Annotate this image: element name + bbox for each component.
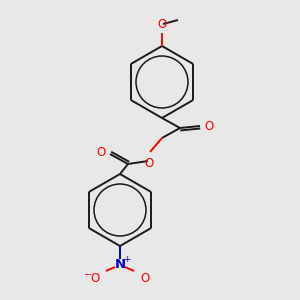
Text: O: O	[90, 272, 100, 284]
Text: −: −	[84, 270, 92, 280]
Text: O: O	[158, 18, 166, 31]
Text: +: +	[123, 254, 131, 263]
Text: O: O	[97, 146, 106, 160]
Text: O: O	[204, 121, 213, 134]
Text: N: N	[114, 259, 126, 272]
Text: O: O	[140, 272, 150, 284]
Text: O: O	[144, 157, 154, 170]
